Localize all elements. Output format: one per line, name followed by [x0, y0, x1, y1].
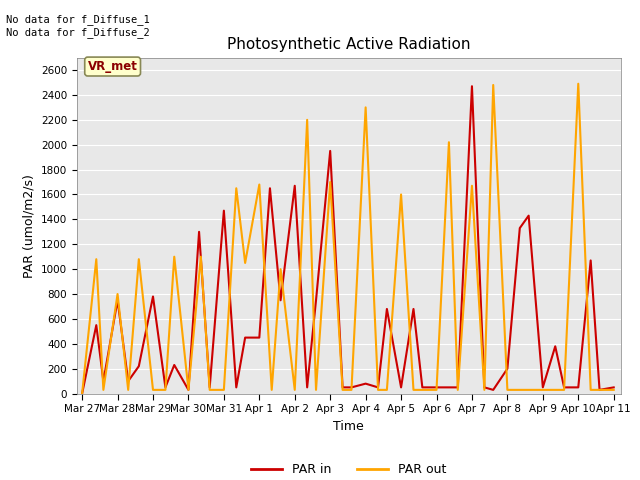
Legend: PAR in, PAR out: PAR in, PAR out	[246, 458, 451, 480]
Title: Photosynthetic Active Radiation: Photosynthetic Active Radiation	[227, 37, 470, 52]
Text: VR_met: VR_met	[88, 60, 138, 73]
Text: No data for f_Diffuse_1
No data for f_Diffuse_2: No data for f_Diffuse_1 No data for f_Di…	[6, 14, 150, 38]
X-axis label: Time: Time	[333, 420, 364, 432]
Y-axis label: PAR (umol/m2/s): PAR (umol/m2/s)	[22, 174, 35, 277]
